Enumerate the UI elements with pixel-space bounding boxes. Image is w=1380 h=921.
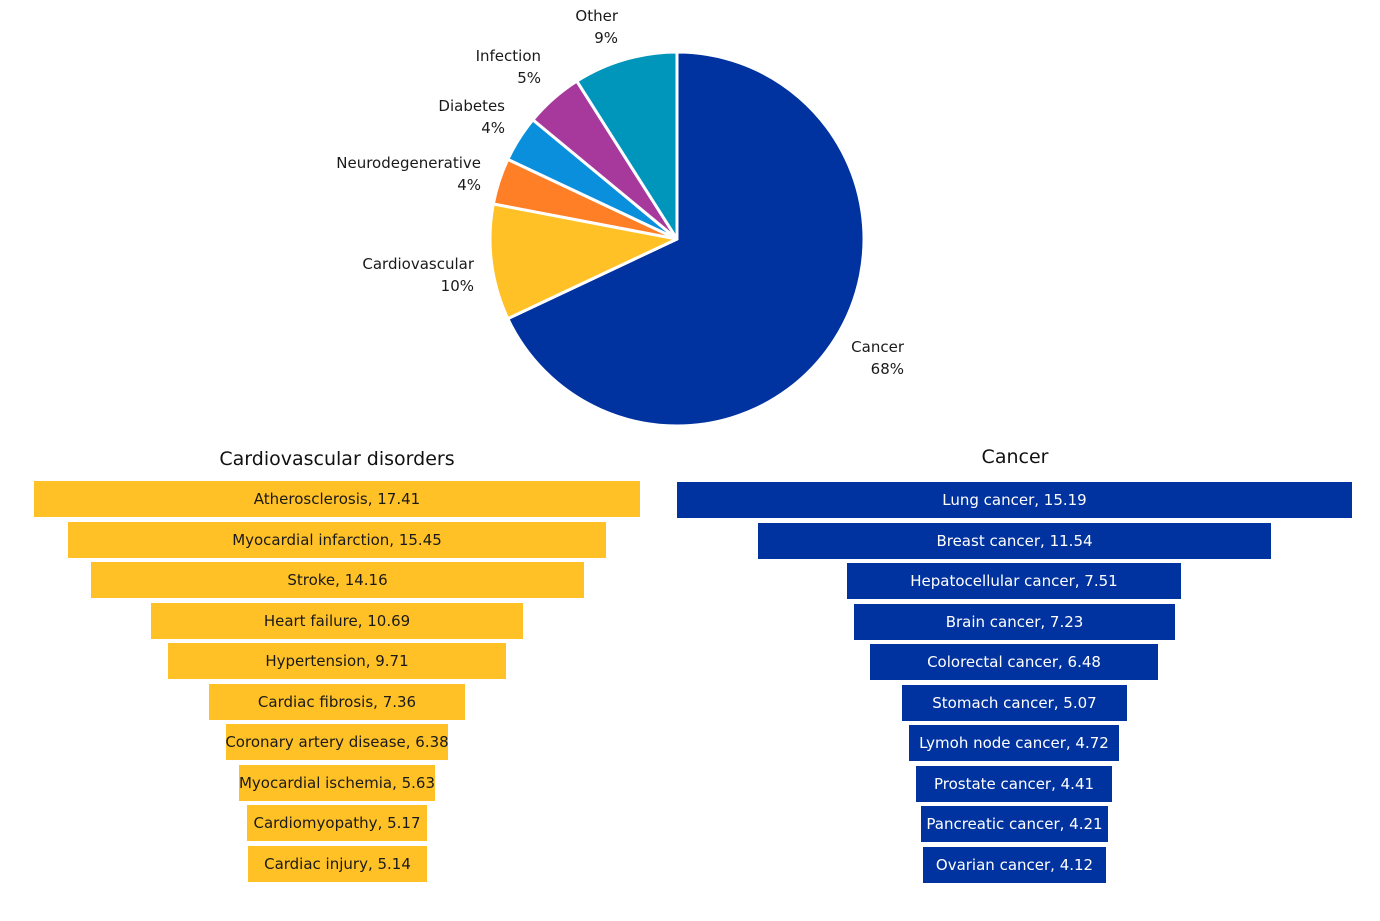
- cardiovascular-bar-cardiac-injury: Cardiac injury, 5.14: [248, 846, 427, 882]
- cancer-bar-hepatocellular-cancer: Hepatocellular cancer, 7.51: [847, 563, 1181, 599]
- pie-chart: Cancer 68% Cardiovascular 10% Neurodegenerat…: [336, 7, 905, 428]
- cardiovascular-bar-myocardial-infarction: Myocardial infarction, 15.45: [68, 522, 606, 558]
- cancer-bar-stomach-cancer: Stomach cancer, 5.07: [902, 685, 1127, 721]
- cardiovascular-bar-coronary-artery-disease: Coronary artery disease, 6.38: [225, 724, 449, 760]
- pie-label-other: Other 9%: [575, 7, 618, 47]
- cancer-bar-lung-cancer: Lung cancer, 15.19: [677, 482, 1352, 518]
- pie-slice-cancer: [506, 50, 866, 428]
- pie-label-cancer: Cancer 68%: [851, 338, 905, 378]
- cancer-bar-pancreatic-cancer: Pancreatic cancer, 4.21: [921, 806, 1108, 842]
- pie-slice-other: [575, 50, 679, 241]
- pie-label-cardiovascular: Cardiovascular 10%: [362, 255, 474, 295]
- cancer-bar-brain-cancer: Brain cancer, 7.23: [854, 604, 1175, 640]
- cardiovascular-bar-atherosclerosis: Atherosclerosis, 17.41: [34, 481, 640, 517]
- cardiovascular-bar-cardiac-fibrosis: Cardiac fibrosis, 7.36: [209, 684, 465, 720]
- cardiovascular-bar-cardiomyopathy: Cardiomyopathy, 5.17: [247, 805, 427, 841]
- cancer-funnel-title: Cancer: [981, 446, 1049, 468]
- cardiovascular-bar-heart-failure: Heart failure, 10.69: [151, 603, 523, 639]
- pie-slice-cardiovascular: [488, 202, 679, 321]
- cancer-bar-breast-cancer: Breast cancer, 11.54: [758, 523, 1271, 559]
- cancer-bar-prostate-cancer: Prostate cancer, 4.41: [916, 766, 1112, 802]
- pie-label-infection: Infection 5%: [476, 47, 541, 87]
- cardiovascular-funnel-title: Cardiovascular disorders: [219, 448, 455, 470]
- cancer-bar-colorectal-cancer: Colorectal cancer, 6.48: [870, 644, 1158, 680]
- cardiovascular-bar-stroke: Stroke, 14.16: [91, 562, 584, 598]
- cardiovascular-bar-myocardial-ischemia: Myocardial ischemia, 5.63: [239, 765, 435, 801]
- cancer-bar-lymoh-node-cancer: Lymoh node cancer, 4.72: [909, 725, 1119, 761]
- cardiovascular-bar-hypertension: Hypertension, 9.71: [168, 643, 506, 679]
- pie-label-neurodegenerative: Neurodegenerative 4%: [336, 154, 481, 194]
- cancer-bar-ovarian-cancer: Ovarian cancer, 4.12: [923, 847, 1106, 883]
- pie-label-diabetes: Diabetes 4%: [438, 97, 505, 137]
